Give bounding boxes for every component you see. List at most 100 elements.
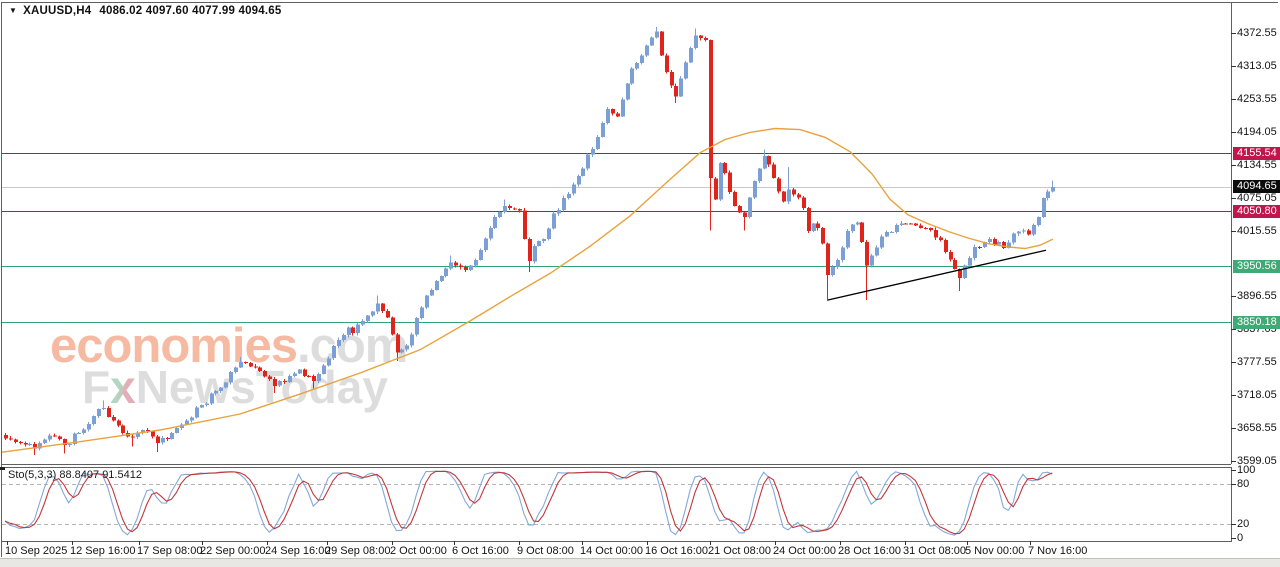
candle-body-bull bbox=[322, 365, 326, 374]
date-tick-label: 14 Oct 00:00 bbox=[580, 545, 643, 557]
stochastic-d-line bbox=[4, 470, 1053, 535]
candle-body-bull bbox=[890, 231, 894, 233]
candle-body-bull bbox=[239, 362, 243, 368]
candle-body-bull bbox=[748, 197, 752, 217]
candle-body-bull bbox=[28, 444, 32, 446]
candle-body-bear bbox=[14, 439, 18, 443]
candle-body-bear bbox=[146, 430, 150, 432]
price-tick-label: 4253.55 bbox=[1237, 93, 1277, 105]
date-tick-label: 29 Sep 08:00 bbox=[325, 545, 391, 557]
candle-body-bear bbox=[909, 223, 913, 225]
candle-body-bear bbox=[728, 172, 732, 193]
candle-body-bull bbox=[562, 197, 566, 210]
watermark-tagline-f: F bbox=[82, 361, 111, 413]
candle-body-bull bbox=[170, 432, 174, 439]
candle-body-bear bbox=[660, 31, 664, 56]
candle-body-bull bbox=[224, 382, 228, 388]
candle-body-bull bbox=[963, 265, 967, 278]
watermark-tagline-x: x bbox=[110, 361, 136, 413]
candle-body-bull bbox=[298, 369, 302, 374]
price-tick-label: 3896.55 bbox=[1237, 290, 1277, 302]
candle-body-bear bbox=[949, 251, 953, 260]
candle-body-bull bbox=[141, 430, 145, 433]
panel-splitter-grip[interactable] bbox=[0, 467, 5, 470]
candle-body-bull bbox=[694, 35, 698, 49]
candle-body-bull bbox=[136, 432, 140, 438]
date-tick-label: 6 Oct 16:00 bbox=[452, 545, 509, 557]
candle-body-bull bbox=[1012, 233, 1016, 243]
price-badge-resistance: 4155.54 bbox=[1233, 147, 1280, 160]
candle-body-bear bbox=[258, 367, 262, 371]
candle-body-bull bbox=[846, 230, 850, 248]
indicator-label: Sto(5,3,3) 88.8407 91.5412 bbox=[8, 469, 142, 481]
candle-body-bear bbox=[958, 269, 962, 278]
chart-title-bar: ▼ XAUUSD,H4 4086.02 4097.60 4077.99 4094.6… bbox=[9, 5, 281, 17]
candle-body-bull bbox=[1051, 186, 1055, 192]
sto-scale-label: 100 bbox=[1237, 464, 1256, 476]
candle-body-bear bbox=[978, 246, 982, 248]
price-badge-support: 3950.56 bbox=[1233, 260, 1280, 273]
candle-body-bear bbox=[709, 39, 713, 179]
candle-body-bull bbox=[572, 184, 576, 194]
candle-body-bull bbox=[493, 217, 497, 228]
candle-body-bull bbox=[77, 432, 81, 434]
candle-body-bull bbox=[645, 45, 649, 56]
candle-body-bull bbox=[190, 417, 194, 421]
candle-body-bear bbox=[939, 237, 943, 241]
candle-body-bear bbox=[19, 442, 23, 444]
moving-average-line[interactable] bbox=[1, 127, 1054, 453]
candle-body-bull bbox=[763, 156, 767, 169]
candle-body-bull bbox=[870, 255, 874, 266]
candle-body-bull bbox=[332, 346, 336, 359]
candle-body-bear bbox=[312, 376, 316, 381]
candle-body-bear bbox=[929, 228, 933, 230]
candle-body-bull bbox=[73, 433, 77, 444]
watermark-brand-line: economies.com bbox=[50, 318, 408, 374]
stochastic-k-line bbox=[4, 470, 1053, 536]
symbol-dropdown-icon[interactable]: ▼ bbox=[9, 6, 18, 15]
candle-body-bear bbox=[611, 109, 615, 114]
candle-body-bull bbox=[557, 209, 561, 214]
candle-body-bear bbox=[249, 363, 253, 367]
candle-body-bull bbox=[425, 295, 429, 308]
candle-body-bull bbox=[38, 442, 42, 449]
candle-body-bull bbox=[293, 373, 297, 376]
candle-body-bear bbox=[826, 243, 830, 276]
date-tick-label: 5 Nov 00:00 bbox=[965, 545, 1025, 557]
candle-body-bear bbox=[860, 222, 864, 242]
candle-body-bull bbox=[229, 371, 233, 383]
candle-body-bear bbox=[714, 178, 718, 200]
title-ohlc-values: 4086.02 4097.60 4077.99 4094.65 bbox=[99, 5, 282, 17]
candle-body-bear bbox=[53, 435, 57, 437]
candle-body-bull bbox=[498, 211, 502, 217]
candle-body-bear bbox=[381, 303, 385, 311]
candle-body-bull bbox=[856, 222, 860, 225]
candle-body-bear bbox=[797, 194, 801, 198]
candle-body-bear bbox=[733, 192, 737, 206]
candle-body-bear bbox=[283, 380, 287, 383]
candle-body-bull bbox=[640, 55, 644, 63]
candle-body-bear bbox=[904, 223, 908, 225]
candle-body-bull bbox=[581, 168, 585, 176]
candle-body-bull bbox=[885, 231, 889, 237]
trendline[interactable] bbox=[827, 249, 1047, 301]
candle-body-bear bbox=[807, 208, 811, 231]
candle-body-bear bbox=[464, 267, 468, 271]
price-tick-label: 4194.05 bbox=[1237, 126, 1277, 138]
candle-body-bear bbox=[816, 223, 820, 228]
candle-body-bear bbox=[953, 259, 957, 270]
candle-body-bear bbox=[665, 55, 669, 72]
date-tick-label: 10 Sep 2025 bbox=[5, 545, 68, 557]
candle-body-bear bbox=[391, 317, 395, 335]
price-tick-label: 4075.05 bbox=[1237, 192, 1277, 204]
candles-layer bbox=[4, 27, 1055, 455]
candle-body-bull bbox=[650, 37, 654, 46]
candle-body-bear bbox=[303, 369, 307, 376]
candle-body-bear bbox=[121, 425, 125, 433]
candle-body-bull bbox=[371, 311, 375, 316]
candle-body-bear bbox=[699, 35, 703, 38]
candle-body-bull bbox=[420, 307, 424, 318]
candle-body-bull bbox=[1032, 225, 1036, 235]
date-tick-label: 24 Sep 16:00 bbox=[265, 545, 331, 557]
